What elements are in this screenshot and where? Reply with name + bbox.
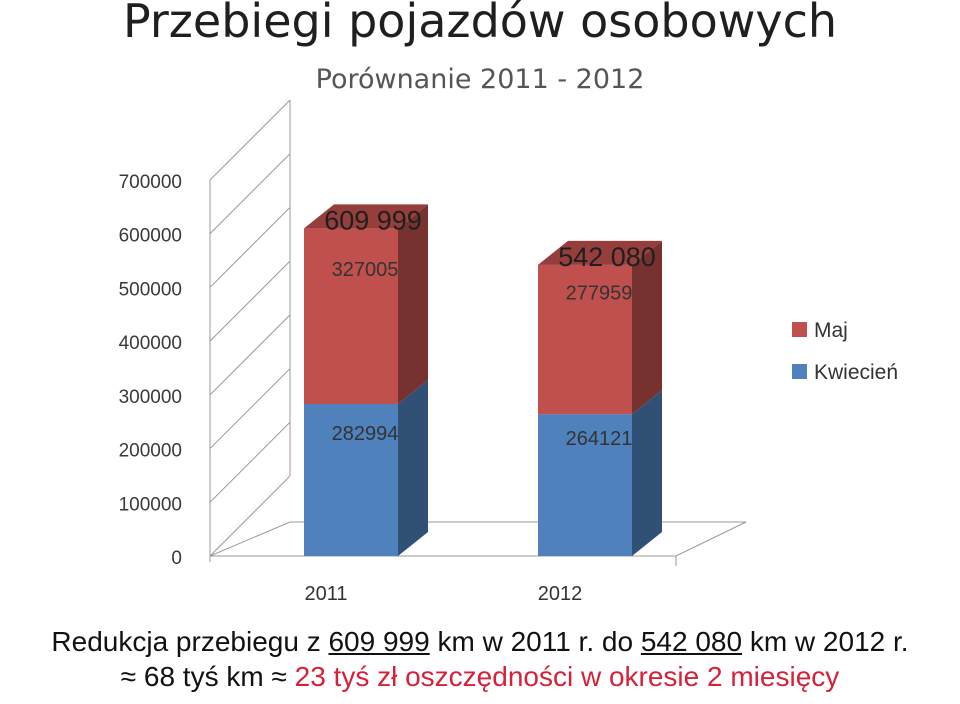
legend-swatch — [792, 322, 807, 337]
bars — [304, 204, 662, 556]
total-label: 542 080 — [558, 242, 656, 272]
data-label: 327005 — [332, 259, 399, 281]
y-tick-label: 200000 — [119, 441, 182, 462]
legend: Maj Kwiecień — [792, 319, 898, 384]
summary-text-e: km w 2012 r. — [742, 626, 909, 657]
legend-label: Kwiecień — [814, 361, 898, 384]
y-tick-label: 700000 — [119, 172, 182, 193]
gridline-diagonal — [209, 475, 291, 557]
summary-text-c: km w 2011 r. do — [429, 626, 641, 657]
chart-subtitle: Porównanie 2011 - 2012 — [315, 64, 645, 95]
gridline-diagonal — [209, 153, 291, 235]
y-tick-label: 300000 — [119, 387, 182, 408]
gridline-diagonal — [209, 207, 291, 288]
approx-icon: ≈ — [120, 661, 137, 692]
data-label: 282994 — [332, 423, 399, 445]
gridline-diagonal — [209, 260, 291, 342]
bar-kwiecien-2011 — [304, 403, 398, 556]
bar-top — [304, 204, 428, 229]
legend-label: Maj — [814, 319, 848, 342]
gridline-diagonal — [209, 99, 291, 181]
bar-side — [398, 204, 428, 404]
summary-km-saved: 68 tyś km — [136, 661, 272, 692]
bar-maj-2012 — [538, 264, 632, 415]
summary-value-2012: 542 080 — [640, 626, 743, 657]
data-labels: 282994 327005 609 999 2011 264121 277959 542 0… — [304, 205, 655, 605]
summary-line-2: ≈ 68 tyś km ≈ 23 tyś zł oszczędności w o… — [0, 661, 960, 693]
y-tick-label: 100000 — [119, 494, 182, 515]
x-tick-label: 2012 — [538, 583, 583, 605]
legend-swatch — [792, 364, 807, 379]
bar-side — [398, 379, 428, 556]
bar-kwiecien-2012 — [538, 414, 632, 556]
chart-title: Przebiegi pojazdów osobowych — [122, 0, 838, 48]
gridline-diagonal — [209, 421, 291, 503]
data-label: 277959 — [566, 282, 633, 304]
y-tick-label: 500000 — [119, 279, 182, 300]
total-label: 609 999 — [324, 205, 422, 235]
data-label: 264121 — [566, 428, 633, 450]
summary-text-a: Redukcja przebiegu z — [51, 626, 329, 657]
y-tick-label: 0 — [171, 548, 182, 569]
bar-maj-2011 — [304, 228, 398, 404]
floor — [209, 521, 747, 557]
bar-top — [538, 240, 662, 265]
grid-lines — [209, 99, 747, 566]
y-tick-label: 400000 — [119, 333, 182, 354]
gridline-diagonal — [209, 368, 291, 449]
y-tick-label: 600000 — [119, 226, 182, 247]
bar-side — [632, 240, 662, 415]
summary-line-1: Redukcja przebiegu z 609 999 km w 2011 r… — [0, 626, 960, 658]
stacked-bar-chart-3d: 0 100000 200000 300000 400000 500000 600000 700… — [119, 99, 898, 605]
gridline-diagonal — [209, 314, 291, 396]
bar-side — [632, 390, 662, 556]
x-tick-label: 2011 — [304, 583, 347, 605]
y-axis-ticks: 0 100000 200000 300000 400000 500000 600000 700… — [119, 172, 182, 569]
summary-money-saved: 23 tyś zł oszczędności w okresie 2 miesi… — [286, 661, 840, 692]
approx-icon: ≈ — [271, 661, 287, 692]
summary-value-2011: 609 999 — [328, 626, 430, 657]
